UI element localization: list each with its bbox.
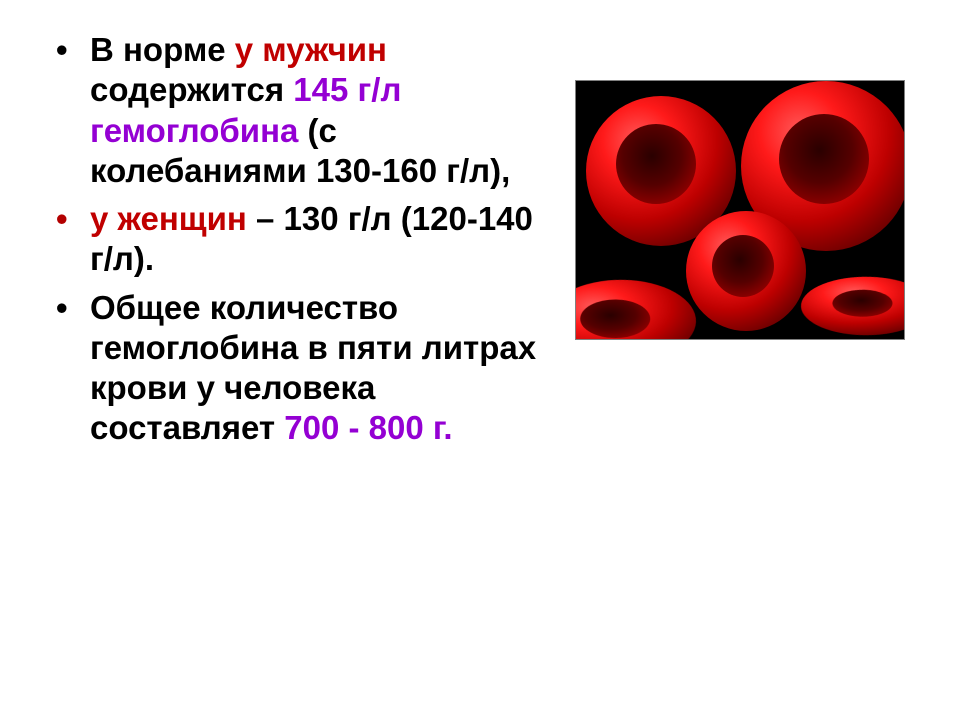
text-column: В норме у мужчин содержится 145 г/л гемо… [50, 30, 560, 690]
b1-part3: содержится [90, 71, 293, 108]
bullet-2: у женщин – 130 г/л (120-140 г/л). [50, 199, 540, 280]
bullet-1: В норме у мужчин содержится 145 г/л гемо… [50, 30, 540, 191]
slide: В норме у мужчин содержится 145 г/л гемо… [0, 0, 960, 720]
image-column [560, 30, 920, 690]
bullet-list: В норме у мужчин содержится 145 г/л гемо… [50, 30, 540, 449]
red-blood-cells-image [575, 80, 905, 340]
bullet-3: Общее количество гемоглобина в пяти литр… [50, 288, 540, 449]
b1-part2: у мужчин [235, 31, 387, 68]
b2-part1: у женщин [90, 200, 256, 237]
b3-part2: 700 - 800 г. [284, 409, 452, 446]
b1-part1: В норме [90, 31, 235, 68]
